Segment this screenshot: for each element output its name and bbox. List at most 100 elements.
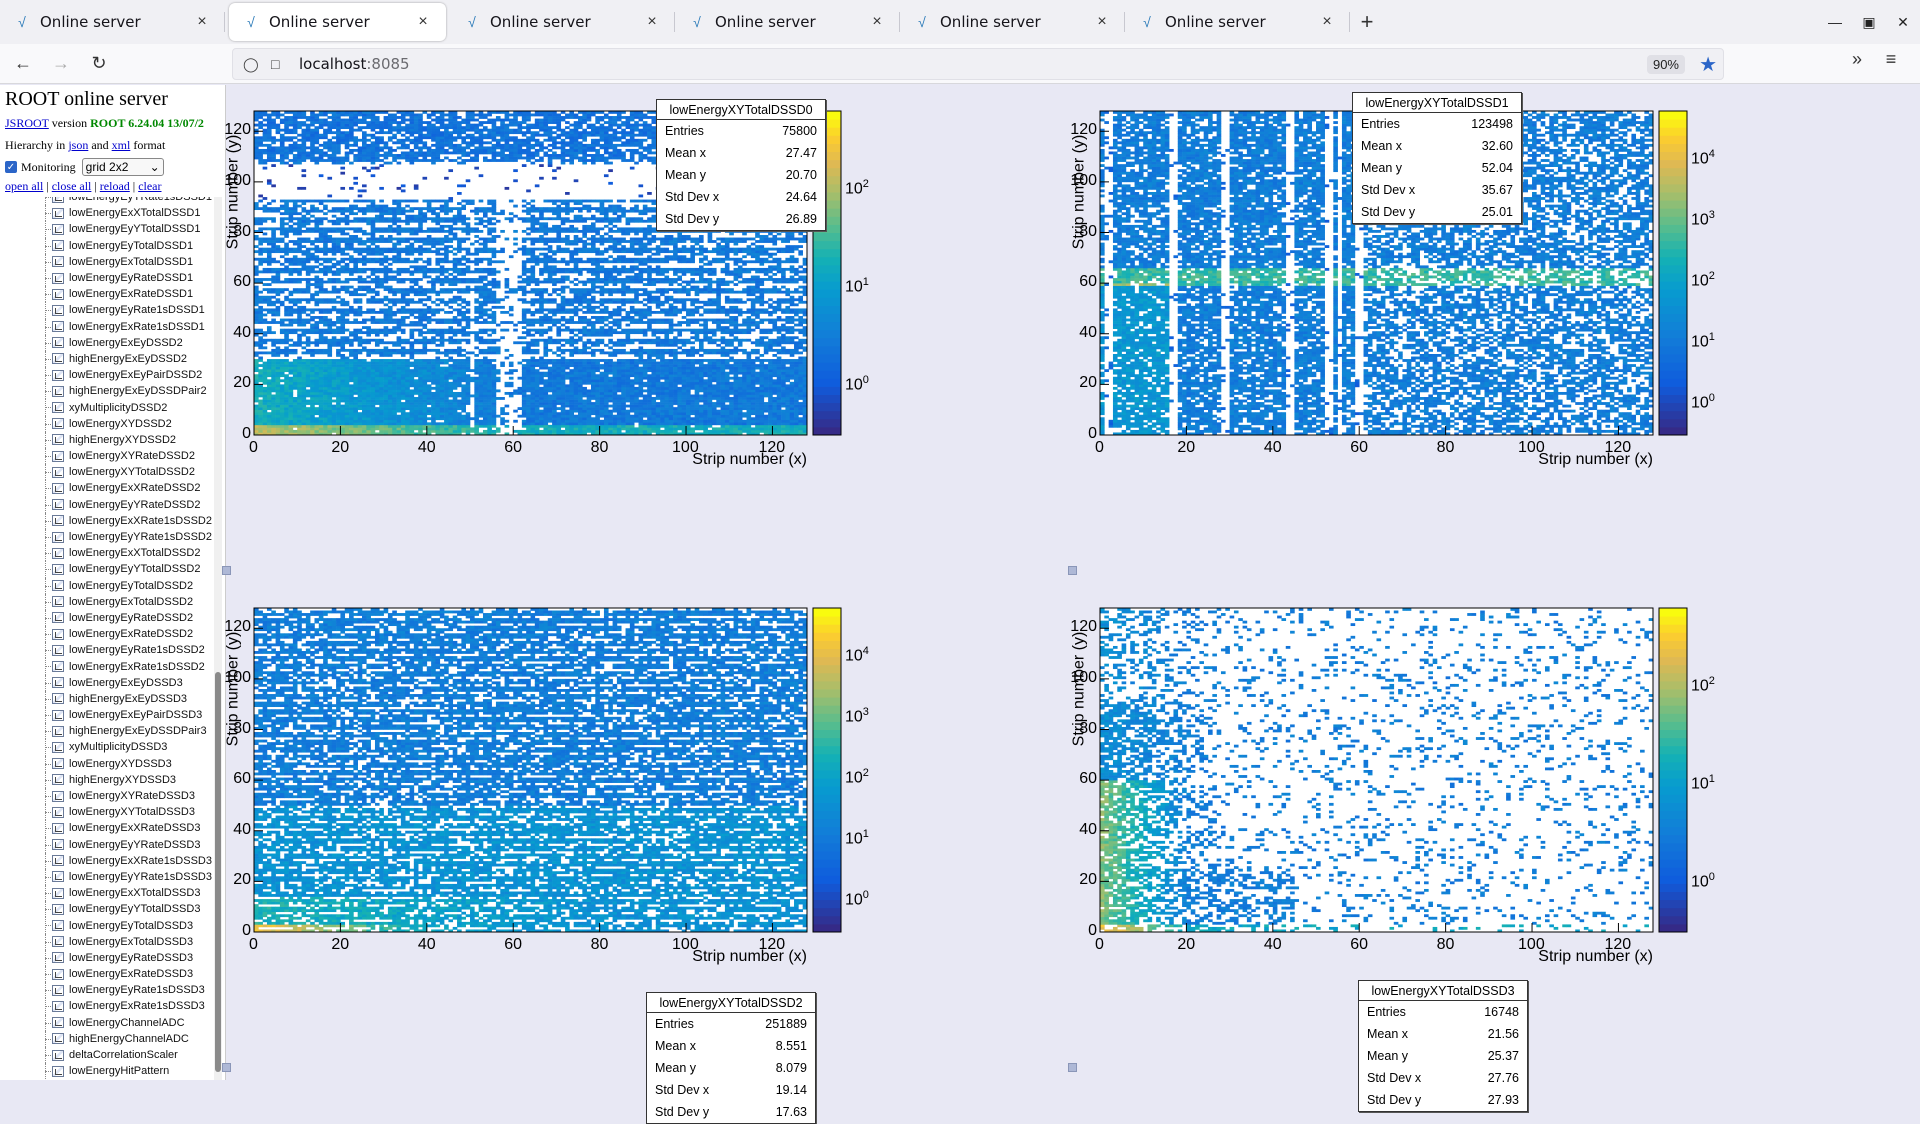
tree-item[interactable]: lowEnergyEyYRate1sDSSD3 <box>0 869 212 885</box>
tree-item[interactable]: lowEnergyExRateDSSD3 <box>0 966 212 982</box>
jsroot-link[interactable]: JSROOT <box>5 116 49 130</box>
close-tab-icon[interactable]: × <box>1093 13 1111 31</box>
tree-item[interactable]: highEnergyExEyDSSDPair3 <box>0 723 212 739</box>
tree-item[interactable]: lowEnergyExXRateDSSD2 <box>0 480 212 496</box>
tree-item[interactable]: lowEnergyEyYRateDSSD3 <box>0 837 212 853</box>
monitoring-checkbox[interactable]: ✓ <box>5 161 17 173</box>
tree-item[interactable]: lowEnergyExRate1sDSSD3 <box>0 998 212 1014</box>
tree-item[interactable]: lowEnergyExRateDSSD2 <box>0 626 212 642</box>
tree-item[interactable]: lowEnergyEyYRate1sDSSD1 <box>0 197 212 205</box>
pad-resize-handle[interactable] <box>1068 566 1077 575</box>
tree-item[interactable]: highEnergyExEyDSSDPair2 <box>0 383 212 399</box>
tree-item[interactable]: lowEnergyEyRate1sDSSD2 <box>0 642 212 658</box>
bookmark-star-icon[interactable]: ★ <box>1699 52 1717 77</box>
close-tab-icon[interactable]: × <box>868 13 886 31</box>
tree-item[interactable]: lowEnergyExTotalDSSD2 <box>0 594 212 610</box>
new-tab-button[interactable]: + <box>1350 0 1384 44</box>
tree-item[interactable]: lowEnergyEyTotalDSSD3 <box>0 917 212 933</box>
tree-item[interactable]: lowEnergyExXTotalDSSD2 <box>0 545 212 561</box>
layout-select[interactable]: grid 2x2⌄ <box>82 158 164 176</box>
tree-item[interactable]: lowEnergyExXTotalDSSD1 <box>0 205 212 221</box>
reload-button[interactable]: ↻ <box>84 49 114 79</box>
tree-item[interactable]: lowEnergyEyRate1sDSSD1 <box>0 302 212 318</box>
browser-tab[interactable]: √Online server× <box>675 0 900 44</box>
overflow-chevron-icon[interactable]: » <box>1840 49 1874 70</box>
tree-item[interactable]: lowEnergyExXRate1sDSSD2 <box>0 513 212 529</box>
sidebar-scrollbar[interactable] <box>214 197 222 1080</box>
tree-item[interactable]: lowEnergyXYTotalDSSD3 <box>0 804 212 820</box>
minimize-icon[interactable]: — <box>1818 14 1852 30</box>
tree-item[interactable]: lowEnergyExXRate1sDSSD3 <box>0 853 212 869</box>
close-tab-icon[interactable]: × <box>643 13 661 31</box>
json-link[interactable]: json <box>68 138 88 152</box>
url-bar[interactable]: ◯ □ localhost:8085 90% ★ <box>232 48 1724 80</box>
tree-item[interactable]: lowEnergyEyRateDSSD2 <box>0 610 212 626</box>
close-tab-icon[interactable]: × <box>414 13 432 31</box>
tree-item[interactable]: lowEnergyChannelADC <box>0 1015 212 1031</box>
tree-item[interactable]: lowEnergyExEyDSSD3 <box>0 675 212 691</box>
tree-item[interactable]: lowEnergyXYDSSD2 <box>0 416 212 432</box>
scrollbar-thumb[interactable] <box>215 672 221 1072</box>
tree-item[interactable]: lowEnergyExRateDSSD1 <box>0 286 212 302</box>
back-button[interactable]: ← <box>8 49 38 79</box>
tree-item[interactable]: lowEnergyEyYTotalDSSD2 <box>0 561 212 577</box>
tree-item[interactable]: lowEnergyXYRateDSSD2 <box>0 448 212 464</box>
tree-item[interactable]: lowEnergyExRate1sDSSD2 <box>0 658 212 674</box>
tree-item[interactable]: lowEnergyEyTotalDSSD2 <box>0 578 212 594</box>
tree-item[interactable]: highEnergyXYDSSD2 <box>0 432 212 448</box>
browser-tab[interactable]: √Online server× <box>1125 0 1350 44</box>
browser-tab[interactable]: √Online server× <box>900 0 1125 44</box>
shield-icon[interactable]: ◯ <box>243 56 263 73</box>
maximize-icon[interactable]: ▣ <box>1852 14 1886 31</box>
tree-item[interactable]: lowEnergyExEyPairDSSD2 <box>0 367 212 383</box>
tree-item[interactable]: lowEnergyEyYRateDSSD2 <box>0 497 212 513</box>
xml-link[interactable]: xml <box>112 138 131 152</box>
open-all-link[interactable]: open all <box>5 179 43 193</box>
tree-item[interactable]: lowEnergyEyYTotalDSSD1 <box>0 221 212 237</box>
close-all-link[interactable]: close all <box>52 179 92 193</box>
browser-tab[interactable]: √Online server× <box>0 0 225 44</box>
tree-item[interactable]: lowEnergyExTotalDSSD1 <box>0 254 212 270</box>
tree-item[interactable]: lowEnergyXYRateDSSD3 <box>0 788 212 804</box>
tree-item[interactable]: lowEnergyEyTotalDSSD1 <box>0 238 212 254</box>
zoom-level-badge[interactable]: 90% <box>1647 55 1685 74</box>
reload-link[interactable]: reload <box>100 179 130 193</box>
tree-item[interactable]: highEnergyChannelADC <box>0 1031 212 1047</box>
close-tab-icon[interactable]: × <box>193 13 211 31</box>
tree-item[interactable]: xyMultiplicityDSSD3 <box>0 739 212 755</box>
tree-item[interactable]: highEnergyExEyDSSD3 <box>0 691 212 707</box>
tree-item[interactable]: xyMultiplicityDSSD2 <box>0 399 212 415</box>
pad-resize-handle[interactable] <box>222 1063 231 1072</box>
tree-item[interactable]: lowEnergyXYTotalDSSD2 <box>0 464 212 480</box>
url-text[interactable]: localhost:8085 <box>299 55 410 73</box>
tree-item[interactable]: lowEnergyExXRateDSSD3 <box>0 820 212 836</box>
tree-item[interactable]: lowEnergyEyYRate1sDSSD2 <box>0 529 212 545</box>
browser-tab[interactable]: √Online server× <box>229 3 446 41</box>
tree-item[interactable]: highEnergyXYDSSD3 <box>0 772 212 788</box>
tree-item[interactable]: lowEnergyEyRateDSSD1 <box>0 270 212 286</box>
clear-link[interactable]: clear <box>138 179 161 193</box>
tree-item[interactable]: lowEnergyEyYTotalDSSD3 <box>0 901 212 917</box>
close-window-icon[interactable]: ✕ <box>1886 14 1920 31</box>
menu-icon[interactable]: ≡ <box>1874 49 1908 70</box>
tree-item[interactable]: lowEnergyXYDSSD3 <box>0 756 212 772</box>
pad-resize-handle[interactable] <box>1068 1063 1077 1072</box>
tree-item[interactable]: lowEnergyExEyPairDSSD3 <box>0 707 212 723</box>
browser-tab[interactable]: √Online server× <box>450 0 675 44</box>
tree-item[interactable]: lowEnergyHitPattern <box>0 1063 212 1079</box>
tree-item[interactable]: highEnergyExEyDSSD2 <box>0 351 212 367</box>
pad-resize-handle[interactable] <box>222 566 231 575</box>
tree-item[interactable]: lowEnergyEyRate1sDSSD3 <box>0 982 212 998</box>
tree-item[interactable]: lowEnergyExRate1sDSSD1 <box>0 319 212 335</box>
tree-item[interactable]: lowEnergyEyRateDSSD3 <box>0 950 212 966</box>
tree-item[interactable]: lowEnergyExEyDSSD2 <box>0 335 212 351</box>
tree-item[interactable]: deltaCorrelationScaler <box>0 1047 212 1063</box>
